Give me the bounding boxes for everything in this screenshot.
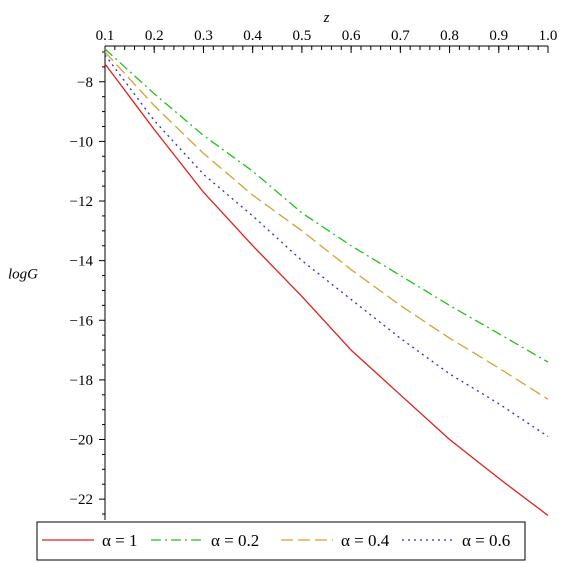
x-axis-title: z [323,10,330,26]
x-tick-label: 0.1 [96,28,115,44]
legend-label-4: α = 0.6 [462,531,510,550]
axes: 0.1 0.2 0.3 0.4 0.5 0.6 0.7 0.8 0.9 1.0 −8 −10 −12 −1… [8,10,557,520]
y-tick-label: −10 [70,134,93,150]
y-tick-label: −20 [70,433,93,449]
legend: α = 1 α = 0.2 α = 0.4 α = 0.6 [36,521,526,561]
legend-label-1: α = 1 [102,531,138,550]
y-tick-label: −22 [70,492,93,508]
series-line-4 [104,54,549,438]
x-tick-label: 0.5 [293,28,312,44]
x-tick-label: 0.8 [440,28,459,44]
x-tick-label: 0.7 [391,28,410,44]
legend-label-3: α = 0.4 [341,531,390,550]
legend-box [36,521,526,561]
y-tick-label: −16 [70,313,94,329]
series-layer [104,48,549,517]
y-tick-label: −18 [70,373,93,389]
series-line-2 [104,48,549,363]
y-axis-title: logG [8,267,38,283]
y-tick-label: −14 [70,254,94,270]
x-tick-label: 0.4 [243,28,262,44]
x-tick-label: 0.2 [145,28,164,44]
y-tick-label: −12 [70,194,93,210]
legend-label-2: α = 0.2 [211,531,259,550]
x-tick-label: 0.3 [194,28,213,44]
x-tick-label: 1.0 [539,28,558,44]
y-tick-label: −8 [77,75,93,91]
x-tick-label: 0.9 [489,28,508,44]
series-line-1 [104,63,549,517]
series-line-3 [104,51,549,400]
x-tick-label: 0.6 [342,28,361,44]
